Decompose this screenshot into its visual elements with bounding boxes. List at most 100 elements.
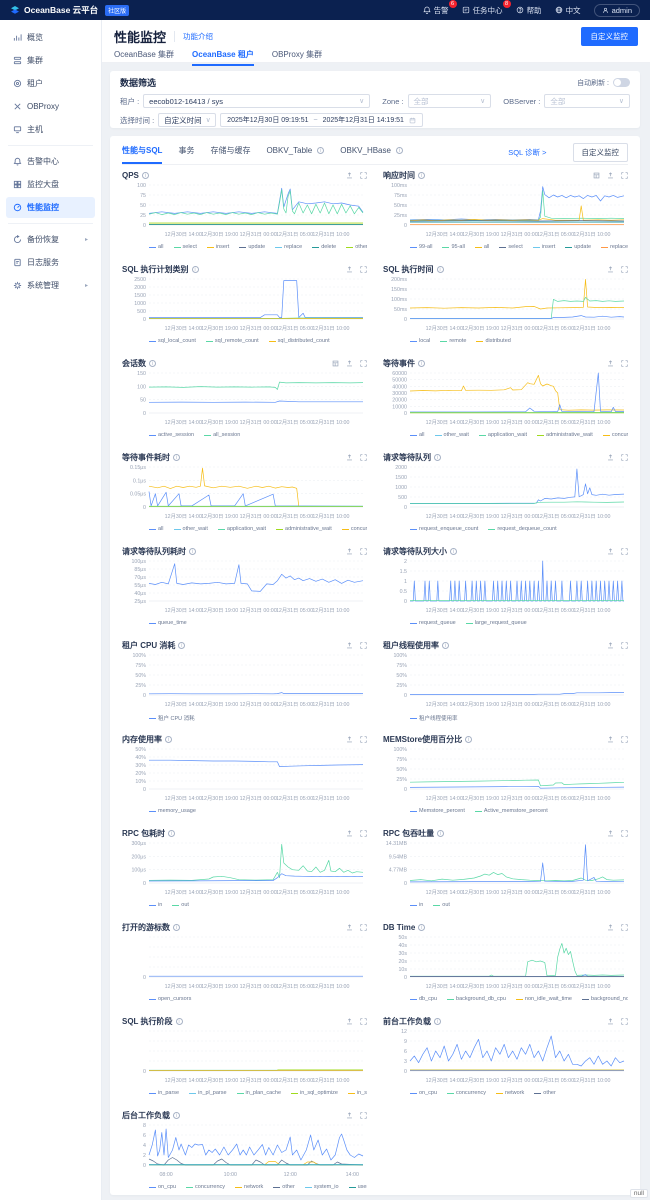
feature-intro-link[interactable]: 功能介绍 <box>174 31 213 42</box>
export-icon[interactable] <box>346 830 353 837</box>
fullscreen-icon[interactable] <box>360 172 367 179</box>
legend-item[interactable]: network <box>496 1090 524 1096</box>
fullscreen-icon[interactable] <box>360 548 367 555</box>
fullscreen-icon[interactable] <box>621 266 628 273</box>
legend-item[interactable]: in_parse <box>149 1090 179 1096</box>
zone-select[interactable]: 全部 ∨ <box>407 94 492 108</box>
info-icon[interactable]: i <box>168 830 176 837</box>
fullscreen-icon[interactable] <box>360 642 367 649</box>
observer-select[interactable]: 全部 ∨ <box>544 94 631 108</box>
info-icon[interactable]: i <box>436 266 444 273</box>
export-icon[interactable] <box>607 642 614 649</box>
sidebar-item-alarm-center[interactable]: 告警中心 <box>6 151 95 172</box>
legend-item[interactable]: 租户线程使用率 <box>410 714 458 722</box>
legend-item[interactable]: select <box>499 244 523 250</box>
export-icon[interactable] <box>346 360 353 367</box>
sidebar-item-host[interactable]: 主机 <box>6 119 95 140</box>
legend-item[interactable]: remote <box>440 338 466 344</box>
legend-item[interactable]: non_idle_wait_time <box>515 996 572 1002</box>
help-button[interactable]: 帮助 <box>516 5 542 16</box>
info-icon[interactable]: i <box>191 266 199 273</box>
legend-item[interactable]: request_dequeue_count <box>488 526 557 532</box>
info-icon[interactable]: i <box>189 548 196 555</box>
fullscreen-icon[interactable] <box>621 360 628 367</box>
legend-item[interactable]: insert <box>532 244 555 250</box>
legend-item[interactable]: memory_usage <box>149 808 196 814</box>
legend-item[interactable]: all <box>410 432 425 438</box>
fullscreen-icon[interactable] <box>621 736 628 743</box>
sidebar-item-performance-monitor[interactable]: 性能监控 <box>6 197 95 218</box>
info-icon[interactable]: i <box>141 172 149 179</box>
info-icon[interactable]: i <box>434 454 441 461</box>
legend-item[interactable]: concurrency_wait <box>341 526 367 532</box>
legend-item[interactable]: concurrency <box>447 1090 486 1096</box>
legend-item[interactable]: out <box>433 902 450 908</box>
sql-diagnosis-link[interactable]: SQL 诊断 > <box>508 147 547 157</box>
export-icon[interactable] <box>607 924 614 931</box>
sidebar-item-log-service[interactable]: 日志服务 <box>6 252 95 273</box>
data-view-icon[interactable] <box>332 360 339 367</box>
legend-item[interactable]: in_plan_cache <box>236 1090 281 1096</box>
brand[interactable]: OceanBase 云平台 社区版 <box>10 4 130 16</box>
legend-item[interactable]: sql_distributed_count <box>268 338 330 344</box>
info-icon[interactable]: i <box>178 642 186 649</box>
legend-item[interactable]: on_cpu <box>410 1090 437 1096</box>
legend-item[interactable]: administrative_wait <box>537 432 593 438</box>
info-icon[interactable]: i <box>149 360 156 367</box>
legend-item[interactable]: other_wait <box>173 526 208 532</box>
info-icon[interactable]: i <box>173 1112 180 1119</box>
export-icon[interactable] <box>607 548 614 555</box>
info-icon[interactable]: i <box>175 1018 183 1025</box>
export-icon[interactable] <box>346 642 353 649</box>
sidebar-item-backup-restore[interactable]: 备份恢复 ▸ <box>6 229 95 250</box>
sidebar-item-obproxy[interactable]: OBProxy <box>6 96 95 117</box>
export-icon[interactable] <box>346 924 353 931</box>
legend-item[interactable]: 99-all <box>410 244 432 250</box>
tenant-select[interactable]: eecob012-16413 / sys ∨ <box>143 94 371 108</box>
legend-item[interactable]: request_queue <box>410 620 456 626</box>
info-icon[interactable]: i <box>418 172 425 179</box>
fullscreen-icon[interactable] <box>360 266 367 273</box>
export-icon[interactable] <box>346 454 353 461</box>
legend-item[interactable]: on_cpu <box>149 1184 176 1190</box>
legend-item[interactable]: replace <box>601 244 628 250</box>
auto-refresh-toggle[interactable] <box>613 78 630 87</box>
legend-item[interactable]: application_wait <box>217 526 266 532</box>
legend-item[interactable]: network <box>235 1184 263 1190</box>
info-icon[interactable]: i <box>173 454 180 461</box>
sidebar-item-monitor-dashboard[interactable]: 监控大盘 <box>6 174 95 195</box>
fullscreen-icon[interactable] <box>360 830 367 837</box>
info-icon[interactable]: i <box>442 642 449 649</box>
fullscreen-icon[interactable] <box>621 548 628 555</box>
tab-ob-cluster[interactable]: OceanBase 集群 <box>114 50 175 59</box>
fullscreen-icon[interactable] <box>360 1112 367 1119</box>
language-switch[interactable]: 中文 <box>555 5 581 16</box>
legend-item[interactable]: other <box>534 1090 556 1096</box>
fullscreen-icon[interactable] <box>621 642 628 649</box>
legend-item[interactable]: background_db_cpu <box>447 996 506 1002</box>
legend-item[interactable]: application_wait <box>478 432 527 438</box>
legend-item[interactable]: queue_time <box>149 620 187 626</box>
tab-obkv-hbase[interactable]: OBKV_HBase i <box>340 141 403 163</box>
legend-item[interactable]: all <box>149 244 164 250</box>
export-icon[interactable] <box>346 1112 353 1119</box>
legend-item[interactable]: Memstore_percent <box>410 808 465 814</box>
info-icon[interactable]: i <box>165 736 172 743</box>
legend-item[interactable]: delete <box>312 244 336 250</box>
custom-monitor-button[interactable]: 自定义监控 <box>580 27 638 46</box>
export-icon[interactable] <box>607 454 614 461</box>
fullscreen-icon[interactable] <box>360 1018 367 1025</box>
time-mode-select[interactable]: 自定义时间 ∨ <box>158 113 217 127</box>
fullscreen-icon[interactable] <box>621 924 628 931</box>
export-icon[interactable] <box>607 1018 614 1025</box>
legend-item[interactable]: other_wait <box>434 432 469 438</box>
legend-item[interactable]: in_sql_optimize <box>291 1090 338 1096</box>
legend-item[interactable]: sql_local_count <box>149 338 196 344</box>
sidebar-item-system-admin[interactable]: 系统管理 ▸ <box>6 275 95 296</box>
export-icon[interactable] <box>346 548 353 555</box>
task-center-button[interactable]: 任务中心 8 <box>462 0 511 16</box>
custom-monitor-secondary-button[interactable]: 自定义监控 <box>572 142 628 162</box>
legend-item[interactable]: select <box>173 244 197 250</box>
legend-item[interactable]: distributed <box>476 338 511 344</box>
export-icon[interactable] <box>607 830 614 837</box>
